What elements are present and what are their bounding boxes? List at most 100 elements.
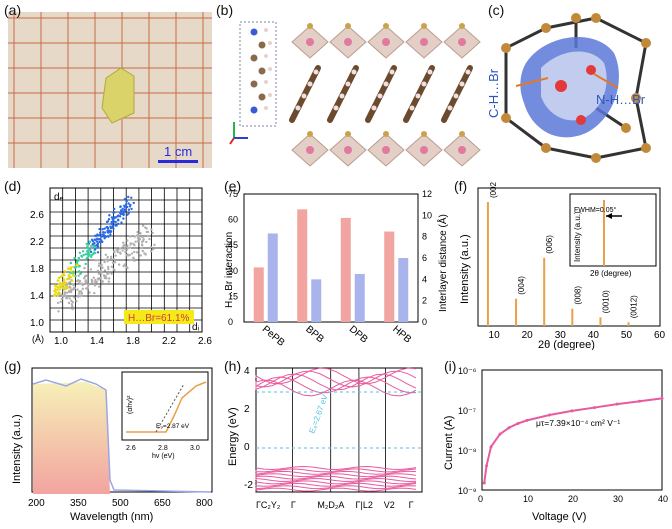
fingerprint-point [148,237,151,241]
fingerprint-point [60,297,64,301]
fingerprint-point [89,268,93,271]
fingerprint-point [53,293,57,296]
x-tick-label: 0 [478,494,483,504]
right-tick-label: 8 [422,232,427,242]
fingerprint-point [75,300,78,303]
fingerprint-point [107,280,111,283]
x-tick-label: 1.4 [90,336,104,347]
fingerprint-point [62,295,65,298]
fingerprint-point [74,266,78,269]
framework-bond [595,16,647,45]
y-axis-title-f: Intensity (a.u.) [459,234,471,304]
molecule-atom [250,28,258,36]
y-tick-label: 2.2 [30,237,44,248]
axis-label-di: dᵢ [192,322,200,333]
fingerprint-point [63,291,67,294]
x-tick-label: 30 [613,494,623,504]
fingerprint-point [72,270,75,274]
left-tick-label: 45 [228,240,238,250]
kpoint-label: Γ|L2 [356,500,373,510]
fingerprint-point [136,237,140,240]
chain-hydrogen [409,105,415,111]
pb-atom [344,146,352,154]
fingerprint-point [103,260,106,264]
fingerprint-point [122,244,125,247]
panel-label-b: (b) [216,2,234,18]
fingerprint-point [114,224,117,227]
fingerprint-point [71,307,74,311]
fingerprint-point [54,284,58,287]
panel-e: PePB BPB DPB HPB 0 15 30 45 60 75 0 2 4 6 8 10 12 H…Br … [220,178,450,350]
fingerprint-point [78,251,81,254]
hydrogen-atom [268,93,272,97]
fingerprint-point [68,280,72,284]
fingerprint-point [142,239,145,243]
chain-hydrogen [345,81,351,87]
fingerprint-point [94,248,97,251]
iv-point [593,406,596,410]
br-atom [345,23,351,29]
x-tick-label: 800 [196,498,213,509]
xrd-pattern: (002) (004) (006) (008) (0010) (0012) 10 20 30 4… [459,179,666,351]
bar-interlayer-distance [311,279,322,322]
panel-i: 0 10 20 30 40 10⁻⁶ 10⁻⁷ 10⁻⁸ 10⁻⁹ μτ=7.39×10⁻⁴ c… [440,358,668,524]
inset-f: FWHM=0.05° Intensity (a.u.) 2θ (degree) [569,193,657,278]
x-axis-title-f: 2θ (degree) [538,339,595,350]
fingerprint-point [106,265,110,269]
fingerprint-point [141,235,144,239]
framework-bond [505,116,547,150]
fingerprint-point [122,217,125,220]
right-tick-label: 6 [422,253,427,263]
fingerprint-point [87,252,91,255]
fingerprint-point [112,207,116,211]
fingerprint-point [107,229,110,232]
right-tick-label: 0 [422,317,427,327]
fingerprint-point [116,218,120,221]
fingerprint-point [90,280,94,284]
fingerprint-point [109,255,113,259]
fingerprint-point [71,301,74,304]
fingerprint-point [78,292,81,295]
framework-atom [591,13,601,23]
fingerprint-point [122,211,126,214]
valence-band [255,480,417,485]
fingerprint-point [139,254,142,257]
bar-hbr-interaction [297,209,308,322]
fingerprint-point [78,264,81,268]
chain-hydrogen [389,69,395,75]
hydrogen-atom [264,106,268,110]
panel-a: 1 cm (a) [4,2,212,168]
framework-atom [501,43,511,53]
fingerprint-point [65,296,69,300]
x-tick-label: 20 [522,330,534,341]
y-tick-label: 10⁻⁸ [458,446,477,456]
br-atom [345,131,351,137]
fingerprint-point [71,279,74,282]
fingerprint-point [81,283,84,286]
fingerprint-point [96,242,100,245]
fingerprint-point [59,300,62,303]
br-atom [459,23,465,29]
fingerprint-point [98,277,101,280]
fingerprint-point [98,227,101,231]
fingerprint-point [96,233,99,236]
annotation-nh-br: N-H…Br [596,92,646,107]
fingerprint-point [126,213,129,216]
fingerprint-point [83,277,86,280]
br-atom [459,131,465,137]
conduction-band [255,370,417,388]
fingerprint-point [144,253,147,256]
panel-label-c: (c) [488,2,505,18]
valence-band [255,468,417,473]
fingerprint-point [133,235,137,238]
panel-b: (b) [216,2,482,168]
category-label: HPB [390,324,413,346]
fingerprint-point [72,284,75,287]
molecule-atom [250,80,258,88]
fingerprint-point [107,272,110,275]
legend-box [124,310,194,324]
fingerprint-point [145,230,149,234]
fingerprint-point [75,263,78,267]
fingerprint-point [105,277,108,280]
fingerprint-point [98,285,101,288]
